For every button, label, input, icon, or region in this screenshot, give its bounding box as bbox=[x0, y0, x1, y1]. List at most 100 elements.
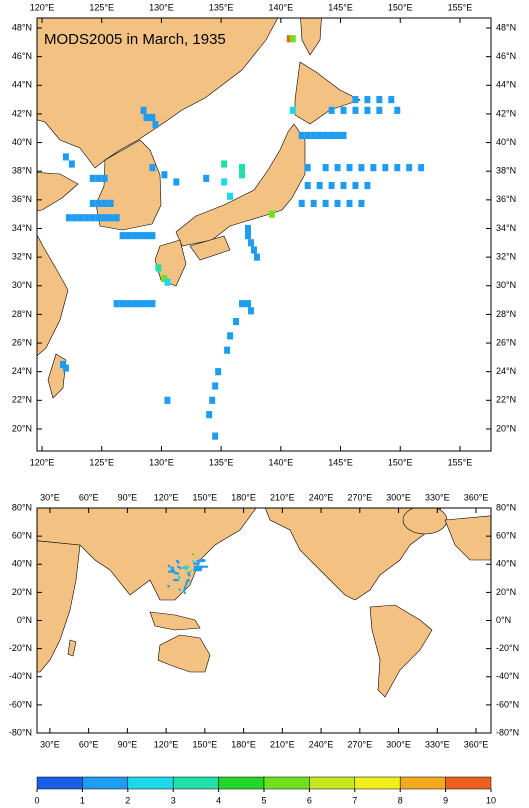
observation-cell bbox=[239, 171, 246, 179]
observation-cell bbox=[304, 181, 311, 190]
colorbar-segment bbox=[399, 776, 446, 790]
observation-cell bbox=[184, 585, 187, 588]
x-tick-label: 180°E bbox=[231, 492, 256, 502]
y-tick-label: 28°N bbox=[496, 309, 516, 319]
colorbar-label: 6 bbox=[307, 795, 312, 805]
observation-cell bbox=[201, 560, 204, 563]
observation-cell bbox=[204, 565, 207, 568]
x-tick-label: 135°E bbox=[209, 457, 234, 467]
observation-cell bbox=[149, 232, 156, 240]
y-tick-label: 46°N bbox=[496, 51, 516, 61]
observation-cell bbox=[131, 232, 138, 240]
colorbar-label: 8 bbox=[398, 795, 403, 805]
observation-cell bbox=[203, 565, 206, 568]
observation-cell bbox=[286, 35, 293, 43]
x-tick-label: 90°E bbox=[118, 739, 138, 749]
observation-cell bbox=[137, 300, 144, 308]
observation-cell bbox=[125, 232, 132, 240]
observation-cell bbox=[197, 562, 200, 565]
world-land bbox=[37, 508, 491, 698]
colorbar-label: 4 bbox=[216, 795, 221, 805]
colorbar-label: 9 bbox=[443, 795, 448, 805]
x-tick-label: 145°E bbox=[328, 2, 353, 12]
observation-cell bbox=[183, 592, 186, 595]
observation-cell bbox=[388, 96, 395, 104]
observation-cell bbox=[149, 300, 156, 308]
y-tick-label: 28°N bbox=[12, 309, 32, 319]
observation-cell bbox=[227, 332, 234, 340]
x-tick-label: 135°E bbox=[209, 2, 234, 12]
observation-cell bbox=[245, 224, 251, 233]
observation-cell bbox=[376, 106, 383, 114]
observation-cell bbox=[352, 106, 359, 114]
y-tick-label: -20°N bbox=[9, 643, 32, 653]
x-tick-label: 145°E bbox=[328, 457, 353, 467]
y-tick-label: 20°N bbox=[496, 423, 516, 433]
greenland bbox=[402, 508, 448, 535]
observation-cell bbox=[161, 171, 168, 179]
shandong bbox=[37, 172, 79, 212]
observation-cell bbox=[200, 560, 203, 563]
observation-cell bbox=[328, 131, 335, 139]
y-tick-label: -20°N bbox=[496, 643, 519, 653]
observation-cell bbox=[177, 565, 180, 568]
observation-cell bbox=[199, 569, 202, 572]
observation-cell bbox=[310, 199, 317, 208]
europe-west bbox=[444, 515, 491, 561]
observation-cell bbox=[196, 567, 199, 570]
colorbar-segment bbox=[82, 776, 129, 790]
y-tick-label: 32°N bbox=[12, 251, 32, 261]
observation-cell bbox=[224, 346, 231, 354]
top-map-frame bbox=[36, 17, 492, 452]
observation-cell bbox=[202, 559, 205, 562]
observation-cell bbox=[177, 572, 180, 575]
x-tick-label: 300°E bbox=[386, 739, 411, 749]
x-tick-label: 125°E bbox=[89, 2, 114, 12]
y-tick-label: 0°N bbox=[496, 615, 511, 625]
observation-cell bbox=[334, 164, 341, 172]
observation-cell bbox=[253, 253, 260, 261]
colorbar-label: 0 bbox=[34, 795, 39, 805]
observation-cell bbox=[192, 553, 195, 556]
y-tick-label: 46°N bbox=[12, 51, 32, 61]
observation-cell bbox=[328, 106, 335, 114]
honshu bbox=[175, 123, 306, 247]
observation-cell bbox=[176, 560, 179, 563]
observation-cell bbox=[101, 214, 108, 222]
observation-cell bbox=[346, 199, 353, 208]
observation-cell bbox=[352, 181, 359, 190]
observation-cell bbox=[140, 106, 147, 114]
y-tick-label: 34°N bbox=[496, 223, 516, 233]
observation-cell bbox=[65, 214, 72, 222]
eurasia bbox=[37, 508, 257, 601]
observation-cell bbox=[184, 565, 187, 568]
observation-cell bbox=[173, 570, 176, 573]
colorbar-segment bbox=[263, 776, 310, 790]
observation-cell bbox=[178, 588, 181, 591]
observation-cell bbox=[198, 569, 201, 572]
observation-cell bbox=[95, 199, 102, 208]
observation-cell bbox=[227, 192, 234, 200]
observation-cell bbox=[185, 582, 188, 585]
observation-cell bbox=[149, 164, 156, 172]
observation-cell bbox=[179, 567, 182, 570]
y-tick-label: -40°N bbox=[9, 671, 32, 681]
observation-cell bbox=[233, 317, 240, 326]
observation-cell bbox=[195, 565, 198, 568]
y-tick-label: -60°N bbox=[9, 699, 32, 709]
observation-cell bbox=[203, 174, 210, 182]
x-tick-label: 270°E bbox=[347, 739, 372, 749]
observation-cell bbox=[172, 569, 175, 572]
y-tick-label: -60°N bbox=[496, 699, 519, 709]
x-tick-label: 150°E bbox=[388, 2, 413, 12]
x-tick-label: 360°E bbox=[464, 739, 489, 749]
hokkaido bbox=[294, 61, 361, 125]
observation-cell bbox=[171, 566, 174, 569]
x-tick-label: 240°E bbox=[309, 492, 334, 502]
observation-cell bbox=[183, 589, 186, 592]
south-america bbox=[369, 604, 433, 698]
observation-cell bbox=[95, 174, 102, 182]
observation-cell bbox=[203, 560, 206, 563]
colorbar-label: 2 bbox=[125, 795, 130, 805]
